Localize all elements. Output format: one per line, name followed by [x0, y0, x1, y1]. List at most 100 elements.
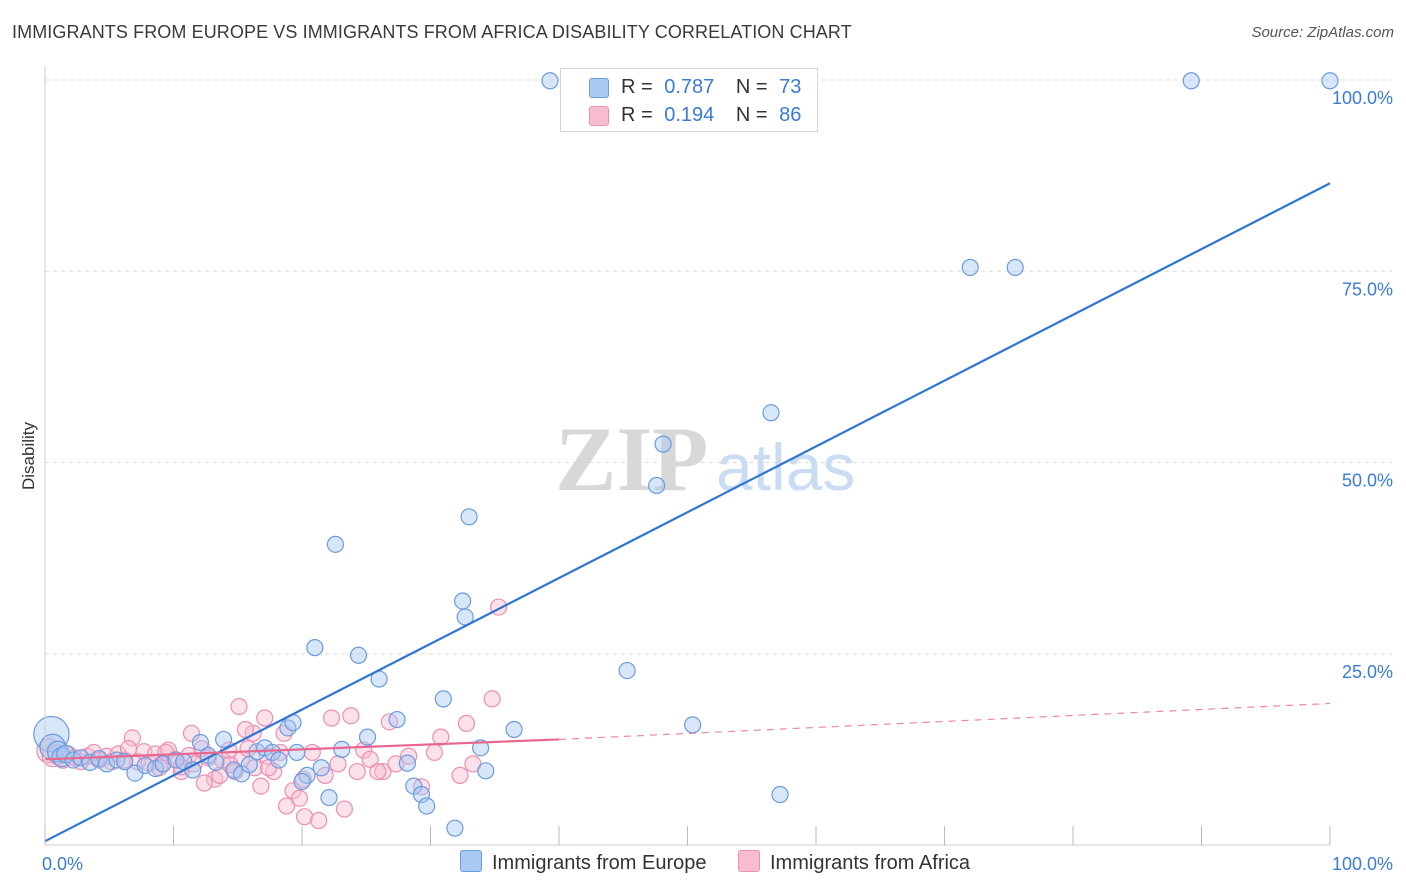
legend-n-label: N = [735, 76, 768, 98]
europe-point [312, 759, 330, 777]
africa-point [369, 762, 387, 781]
legend-swatch-africa [589, 106, 609, 126]
europe-point [505, 720, 523, 739]
europe-point [358, 728, 377, 746]
africa-point [310, 811, 328, 830]
africa-point [303, 743, 321, 762]
watermark-zip: ZIP [555, 408, 708, 510]
europe-point [333, 740, 351, 758]
x-tick-label-max: 100.0% [1332, 854, 1393, 874]
europe-point [1182, 72, 1200, 90]
africa-point [425, 743, 443, 762]
africa-point [230, 697, 248, 716]
watermark-atlas: atlas [716, 430, 855, 504]
africa-point [290, 789, 309, 807]
gridlines [45, 79, 1392, 655]
chart-title: IMMIGRANTS FROM EUROPE VS IMMIGRANTS FRO… [12, 22, 852, 42]
europe-point [398, 754, 416, 772]
africa-point [195, 774, 213, 792]
series-africa-points [36, 598, 508, 830]
series-europe-points [33, 72, 1339, 837]
legend-r-label: R = [621, 104, 653, 126]
africa-point [256, 709, 274, 727]
europe-point [240, 756, 258, 774]
europe-point [418, 797, 436, 815]
europe-point [541, 72, 559, 90]
europe-point [472, 739, 490, 757]
europe-point [446, 819, 464, 837]
africa-point [361, 750, 379, 768]
source-label: Source: ZipAtlas.com [1251, 24, 1394, 41]
bottom-legend-swatch-europe [460, 850, 482, 872]
y-tick-label: 75.0% [1342, 279, 1393, 299]
europe-point [288, 743, 306, 762]
europe-point [116, 753, 134, 771]
europe-point [293, 772, 311, 791]
x-tick-label-min: 0.0% [42, 854, 83, 874]
legend-row-africa: R = 0.194 N = 86 [561, 101, 817, 129]
europe-point [349, 646, 368, 664]
y-tick-label: 25.0% [1342, 662, 1393, 682]
europe-point [434, 690, 452, 708]
legend-row-europe: R = 0.787 N = 73 [561, 73, 817, 101]
africa-point [457, 714, 476, 732]
africa-point [123, 729, 141, 747]
europe-point [477, 762, 495, 780]
europe-trend-line [44, 182, 1331, 843]
europe-point [136, 756, 154, 775]
europe-point [215, 730, 233, 749]
africa-point [432, 728, 450, 746]
europe-point [460, 508, 478, 526]
europe-point [1006, 258, 1024, 277]
africa-point [342, 707, 360, 725]
europe-point [154, 755, 172, 773]
africa-point [400, 747, 418, 765]
africa-point [483, 690, 501, 708]
legend-n-value: 86 [779, 104, 802, 126]
bottom-legend-label-europe: Immigrants from Europe [492, 852, 707, 874]
europe-point [320, 788, 338, 807]
africa-point [374, 762, 392, 781]
legend-swatch-europe [589, 78, 609, 98]
legend-r-value: 0.194 [664, 104, 715, 126]
africa-point [329, 755, 347, 773]
legend-n-value: 73 [779, 76, 802, 98]
europe-point [388, 710, 406, 729]
europe-point [1321, 72, 1339, 90]
europe-point [306, 639, 324, 657]
africa-point [295, 808, 314, 826]
africa-point [252, 777, 270, 795]
legend-text-africa: R = 0.194 N = 86 [621, 104, 801, 127]
europe-point [762, 404, 780, 422]
europe-point [961, 258, 979, 277]
legend-r-value: 0.787 [664, 76, 715, 98]
axes: 25.0% 50.0% 75.0% 100.0% 0.0% 100.0% [42, 66, 1393, 874]
africa-point [335, 800, 354, 818]
legend-r-label: R = [621, 76, 653, 98]
legend-n-label: N = [735, 104, 768, 126]
europe-point [618, 661, 636, 680]
bottom-legend-label-africa: Immigrants from Africa [770, 852, 971, 874]
africa-point [348, 762, 366, 781]
europe-point [225, 761, 243, 779]
europe-point [684, 716, 702, 734]
europe-point [648, 476, 666, 495]
europe-point [654, 435, 672, 453]
europe-point [270, 751, 288, 769]
y-tick-label: 50.0% [1342, 471, 1393, 491]
bottom-legend-swatch-africa [738, 850, 760, 872]
y-axis-label: Disability [19, 421, 38, 490]
bottom-legend-europe: Immigrants from Europe [460, 850, 707, 878]
africa-point [451, 766, 469, 784]
europe-point [191, 733, 210, 752]
africa-point [322, 709, 341, 727]
africa-trend-line [44, 738, 560, 761]
bottom-legend-africa: Immigrants from Africa [738, 850, 970, 878]
trend-lines [44, 182, 1331, 843]
africa-trend-line-extended [558, 702, 1331, 741]
legend: R = 0.787 N = 73 R = 0.194 N = 86 [560, 68, 818, 132]
y-tick-label: 100.0% [1332, 88, 1393, 108]
europe-point [454, 592, 472, 610]
europe-point [771, 785, 789, 804]
